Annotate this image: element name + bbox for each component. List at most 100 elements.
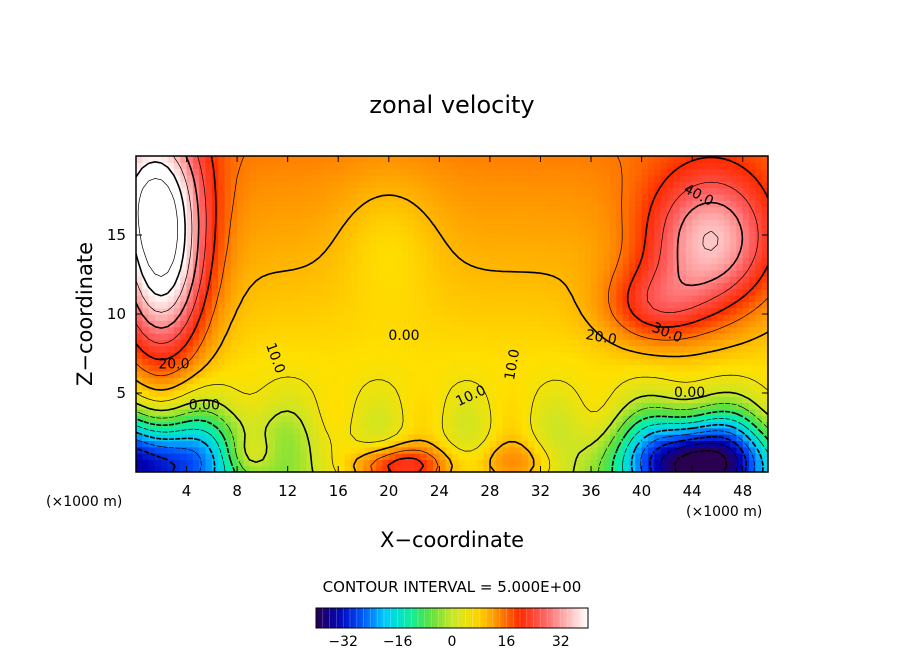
field-cell bbox=[704, 383, 712, 391]
field-cell bbox=[300, 389, 308, 397]
field-cell bbox=[477, 193, 485, 201]
field-cell bbox=[414, 320, 421, 328]
field-cell bbox=[369, 440, 377, 448]
field-cell bbox=[673, 314, 681, 321]
field-cell bbox=[622, 459, 630, 467]
field-cell bbox=[660, 257, 668, 265]
field-cell bbox=[224, 162, 232, 170]
field-cell bbox=[439, 168, 447, 176]
field-cell bbox=[154, 162, 162, 170]
field-cell bbox=[660, 181, 668, 189]
field-cell bbox=[281, 396, 289, 404]
field-cell bbox=[268, 314, 276, 321]
field-cell bbox=[622, 187, 630, 195]
field-cell bbox=[281, 332, 289, 340]
field-cell bbox=[717, 174, 725, 182]
field-cell bbox=[445, 465, 453, 472]
field-cell bbox=[515, 301, 523, 309]
field-cell bbox=[502, 263, 510, 271]
field-cell bbox=[635, 212, 643, 220]
field-cell bbox=[591, 200, 598, 208]
field-cell bbox=[730, 440, 737, 448]
field-cell bbox=[199, 257, 207, 265]
field-cell bbox=[540, 219, 548, 227]
field-cell bbox=[426, 351, 434, 359]
field-cell bbox=[300, 231, 308, 239]
field-cell bbox=[647, 263, 655, 271]
field-cell bbox=[306, 295, 314, 302]
field-cell bbox=[161, 174, 169, 182]
field-cell bbox=[199, 446, 207, 454]
field-cell bbox=[534, 200, 542, 208]
field-cell bbox=[388, 465, 396, 472]
field-cell bbox=[704, 225, 712, 233]
field-cell bbox=[635, 421, 643, 429]
field-cell bbox=[331, 181, 339, 189]
field-cell bbox=[654, 238, 662, 246]
field-cell bbox=[275, 181, 282, 189]
field-cell bbox=[660, 212, 668, 220]
field-cell bbox=[312, 174, 320, 182]
field-cell bbox=[180, 383, 188, 391]
field-cell bbox=[647, 181, 655, 189]
field-cell bbox=[205, 446, 213, 454]
field-cell bbox=[647, 320, 655, 328]
field-cell bbox=[559, 200, 567, 208]
field-cell bbox=[730, 301, 737, 309]
field-cell bbox=[559, 459, 567, 467]
field-cell bbox=[363, 244, 371, 252]
field-cell bbox=[508, 434, 516, 441]
field-cell bbox=[628, 396, 636, 404]
field-cell bbox=[610, 200, 617, 208]
field-cell bbox=[496, 459, 504, 467]
field-cell bbox=[331, 370, 339, 378]
field-cell bbox=[275, 238, 282, 246]
field-cell bbox=[559, 434, 567, 441]
field-cell bbox=[711, 465, 719, 472]
field-cell bbox=[357, 421, 365, 429]
field-cell bbox=[439, 181, 447, 189]
field-cell bbox=[477, 263, 485, 271]
field-cell bbox=[414, 377, 421, 385]
field-cell bbox=[458, 181, 466, 189]
field-cell bbox=[559, 408, 567, 416]
field-cell bbox=[730, 244, 737, 252]
field-cell bbox=[515, 453, 523, 460]
field-cell bbox=[572, 377, 579, 385]
field-cell bbox=[452, 383, 459, 391]
field-cell bbox=[559, 174, 567, 182]
field-cell bbox=[704, 364, 712, 372]
field-cell bbox=[401, 238, 409, 246]
field-cell bbox=[224, 332, 232, 340]
field-cell bbox=[622, 301, 630, 309]
field-cell bbox=[136, 351, 143, 359]
field-cell bbox=[660, 408, 668, 416]
field-cell bbox=[502, 295, 510, 302]
field-cell bbox=[306, 193, 314, 201]
field-cell bbox=[433, 193, 440, 201]
field-cell bbox=[420, 162, 428, 170]
field-cell bbox=[445, 320, 453, 328]
field-cell bbox=[369, 168, 377, 176]
field-cell bbox=[679, 459, 687, 467]
field-cell bbox=[426, 200, 434, 208]
field-cell bbox=[610, 250, 617, 258]
field-cell bbox=[483, 459, 491, 467]
field-cell bbox=[218, 383, 226, 391]
field-cell bbox=[723, 465, 731, 472]
field-cell bbox=[584, 288, 592, 296]
field-cell bbox=[496, 269, 504, 277]
field-cell bbox=[420, 415, 428, 423]
field-cell bbox=[167, 339, 175, 347]
field-cell bbox=[420, 465, 428, 472]
field-cell bbox=[224, 219, 232, 227]
field-cell bbox=[275, 200, 282, 208]
field-cell bbox=[224, 307, 232, 315]
field-cell bbox=[761, 314, 768, 321]
field-cell bbox=[249, 225, 257, 233]
field-cell bbox=[584, 427, 592, 435]
field-cell bbox=[218, 238, 226, 246]
field-cell bbox=[350, 370, 358, 378]
field-cell bbox=[275, 339, 282, 347]
field-cell bbox=[685, 238, 693, 246]
